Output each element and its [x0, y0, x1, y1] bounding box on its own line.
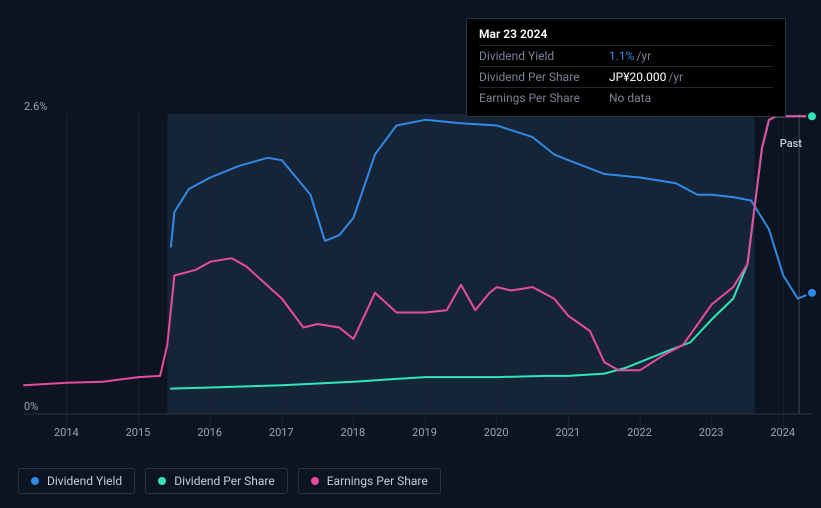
tooltip-date: Mar 23 2024	[479, 27, 773, 41]
x-axis-label: 2015	[126, 426, 151, 439]
tooltip-row: Dividend Yield1.1% /yr	[479, 45, 773, 66]
x-axis-label: 2017	[269, 426, 294, 439]
y-axis-label: 0%	[24, 400, 38, 413]
legend-dot-icon	[158, 477, 166, 485]
legend-label: Dividend Yield	[47, 474, 122, 488]
x-axis-label: 2023	[699, 426, 724, 439]
tooltip-row-value: 1.1%	[609, 49, 634, 63]
chart-legend: Dividend Yield Dividend Per Share Earnings…	[18, 468, 441, 494]
tooltip-row-unit: /yr	[668, 70, 683, 84]
legend-item[interactable]: Earnings Per Share	[298, 468, 441, 494]
tooltip-row: Earnings Per ShareNo data	[479, 87, 773, 108]
tooltip-row-value: No data	[609, 91, 651, 105]
tooltip-row-unit: /yr	[636, 49, 651, 63]
x-axis-label: 2016	[197, 426, 222, 439]
past-label: Past	[780, 137, 802, 150]
x-axis-label: 2014	[54, 426, 79, 439]
legend-item[interactable]: Dividend Per Share	[145, 468, 288, 494]
x-axis-label: 2018	[341, 426, 366, 439]
x-axis-label: 2020	[484, 426, 509, 439]
legend-dot-icon	[31, 477, 39, 485]
x-axis-label: 2021	[555, 426, 580, 439]
tooltip-row-label: Earnings Per Share	[479, 91, 609, 105]
x-axis-label: 2019	[412, 426, 437, 439]
tooltip-row: Dividend Per ShareJP¥20.000 /yr	[479, 66, 773, 87]
legend-dot-icon	[311, 477, 319, 485]
legend-label: Earnings Per Share	[327, 474, 428, 488]
legend-label: Dividend Per Share	[174, 474, 275, 488]
tooltip-row-value: JP¥20.000	[609, 70, 666, 84]
tooltip-row-label: Dividend Per Share	[479, 70, 609, 84]
y-axis-label: 2.6%	[24, 100, 47, 113]
chart-tooltip: Mar 23 2024 Dividend Yield1.1% /yrDivide…	[466, 18, 786, 117]
legend-item[interactable]: Dividend Yield	[18, 468, 135, 494]
x-axis-label: 2022	[627, 426, 652, 439]
tooltip-row-label: Dividend Yield	[479, 49, 609, 63]
x-axis-label: 2024	[770, 426, 795, 439]
